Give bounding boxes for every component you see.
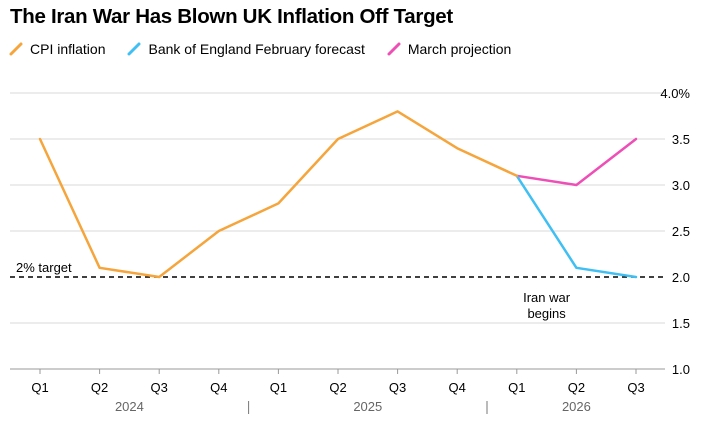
legend-swatch-boe-forecast [127, 42, 141, 56]
year-label: 2026 [562, 399, 591, 414]
boe-february-forecast-line [515, 174, 638, 279]
annotation-line: Iran war [523, 290, 571, 305]
legend-label-boe-forecast: Bank of England February forecast [148, 41, 365, 57]
x-tick-label: Q2 [568, 380, 585, 395]
legend-label-cpi: CPI inflation [30, 41, 106, 57]
y-tick-label: 1.5 [672, 316, 690, 331]
march-projection-line [515, 137, 638, 187]
x-tick-label: Q4 [449, 380, 466, 395]
annotation-line: begins [527, 306, 566, 321]
x-tick-label: Q1 [31, 380, 48, 395]
y-tick-label: 2.0 [672, 270, 690, 285]
target-label: 2% target [16, 260, 72, 275]
legend-item-cpi: CPI inflation [8, 41, 105, 57]
x-tick-label: Q4 [210, 380, 227, 395]
legend-label-march-projection: March projection [407, 41, 512, 57]
x-tick-label: Q1 [508, 380, 525, 395]
y-tick-label: 4.0% [660, 86, 690, 101]
legend-item-march-projection: March projection [386, 41, 512, 57]
x-tick-label: Q2 [91, 380, 108, 395]
x-tick-label: Q3 [151, 380, 168, 395]
y-tick-label: 1.0 [672, 362, 690, 377]
x-tick-label: Q2 [329, 380, 346, 395]
chart-title: The Iran War Has Blown UK Inflation Off … [10, 5, 453, 28]
x-tick-label: Q1 [270, 380, 287, 395]
y-tick-label: 2.5 [672, 224, 690, 239]
year-label: 2024 [115, 399, 144, 414]
cpi-inflation-line [38, 110, 519, 279]
y-tick-label: 3.0 [672, 178, 690, 193]
x-tick-label: Q3 [627, 380, 644, 395]
y-tick-label: 3.5 [672, 132, 690, 147]
x-tick-label: Q3 [389, 380, 406, 395]
legend: CPI inflation Bank of England February f… [8, 40, 532, 58]
legend-item-boe-forecast: Bank of England February forecast [126, 41, 365, 57]
legend-swatch-march-projection [387, 42, 401, 56]
legend-swatch-cpi [9, 42, 23, 56]
year-label: 2025 [353, 399, 382, 414]
